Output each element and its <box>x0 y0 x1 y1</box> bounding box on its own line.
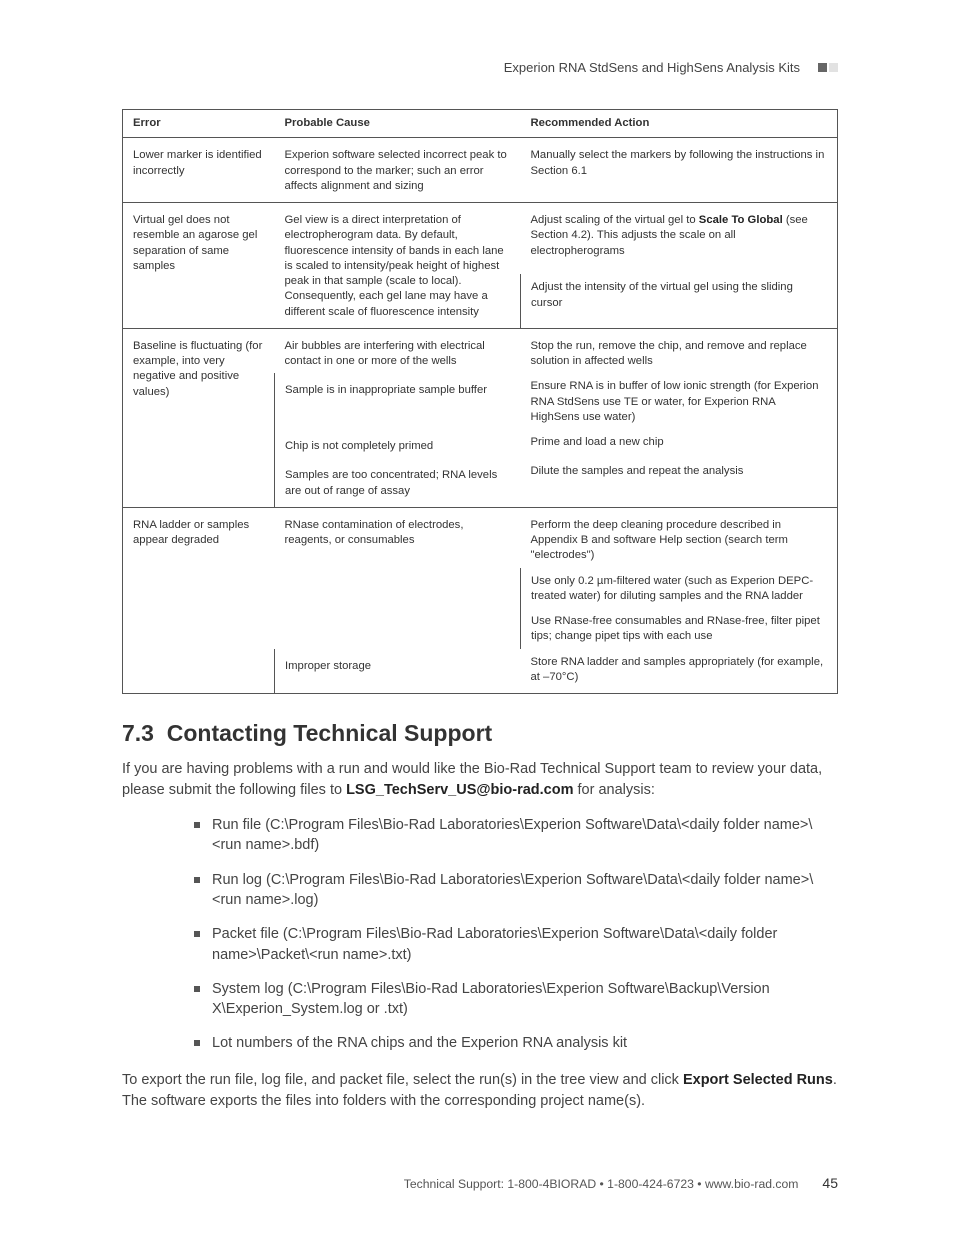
cell-cause: Samples are too concentrated; RNA levels… <box>275 458 521 507</box>
cell-cause: Sample is in inappropriate sample buffer <box>275 373 521 429</box>
page-number: 45 <box>822 1175 838 1191</box>
header-title: Experion RNA StdSens and HighSens Analys… <box>504 60 800 75</box>
footer-text: Technical Support: 1-800-4BIORAD • 1-800… <box>404 1177 799 1191</box>
cell-error: RNA ladder or samples appear degraded <box>123 507 275 693</box>
cell-cause: Chip is not completely primed <box>275 429 521 458</box>
table-row: Baseline is fluctuating (for example, in… <box>123 328 838 373</box>
th-cause: Probable Cause <box>275 110 521 138</box>
table-row: Virtual gel does not resemble an agarose… <box>123 203 838 275</box>
cell-cause: Air bubbles are interfering with electri… <box>275 328 521 373</box>
cell-action: Perform the deep cleaning procedure desc… <box>521 507 838 567</box>
cell-action: Stop the run, remove the chip, and remov… <box>521 328 838 373</box>
page-header: Experion RNA StdSens and HighSens Analys… <box>122 60 838 75</box>
cell-action: Dilute the samples and repeat the analys… <box>521 458 838 507</box>
cell-cause: Improper storage <box>275 649 521 694</box>
troubleshooting-table: Error Probable Cause Recommended Action … <box>122 109 838 694</box>
cell-error: Lower marker is identified incorrectly <box>123 138 275 203</box>
cell-action: Use RNase-free consumables and RNase-fre… <box>521 608 838 649</box>
list-item: Packet file (C:\Program Files\Bio-Rad La… <box>194 924 838 965</box>
table-row: Lower marker is identified incorrectlyEx… <box>123 138 838 203</box>
cell-cause: Experion software selected incorrect pea… <box>275 138 521 203</box>
page-footer: Technical Support: 1-800-4BIORAD • 1-800… <box>122 1175 838 1191</box>
th-action: Recommended Action <box>521 110 838 138</box>
file-list: Run file (C:\Program Files\Bio-Rad Labor… <box>194 815 838 1054</box>
cell-cause: RNase contamination of electrodes, reage… <box>275 507 521 648</box>
list-item: Run file (C:\Program Files\Bio-Rad Labor… <box>194 815 838 856</box>
section-intro: If you are having problems with a run an… <box>122 759 838 801</box>
cell-action: Manually select the markers by following… <box>521 138 838 203</box>
section-outro: To export the run file, log file, and pa… <box>122 1070 838 1112</box>
cell-action: Use only 0.2 µm-filtered water (such as … <box>521 568 838 609</box>
export-runs-label: Export Selected Runs <box>683 1072 833 1088</box>
header-squares-icon <box>818 63 838 72</box>
section-heading: 7.3 Contacting Technical Support <box>122 720 838 747</box>
table-header-row: Error Probable Cause Recommended Action <box>123 110 838 138</box>
cell-action: Adjust scaling of the virtual gel to Sca… <box>521 203 838 275</box>
table-row: RNA ladder or samples appear degradedRNa… <box>123 507 838 567</box>
section-title: Contacting Technical Support <box>167 720 492 746</box>
cell-action: Adjust the intensity of the virtual gel … <box>521 274 838 328</box>
cell-action: Store RNA ladder and samples appropriate… <box>521 649 838 694</box>
outro-pre: To export the run file, log file, and pa… <box>122 1072 683 1088</box>
intro-post: for analysis: <box>573 782 654 798</box>
cell-error: Virtual gel does not resemble an agarose… <box>123 203 275 329</box>
support-email: LSG_TechServ_US@bio-rad.com <box>346 782 573 798</box>
cell-error: Baseline is fluctuating (for example, in… <box>123 328 275 507</box>
cell-cause: Gel view is a direct interpretation of e… <box>275 203 521 329</box>
th-error: Error <box>123 110 275 138</box>
cell-action: Ensure RNA is in buffer of low ionic str… <box>521 373 838 429</box>
list-item: Run log (C:\Program Files\Bio-Rad Labora… <box>194 870 838 911</box>
cell-action: Prime and load a new chip <box>521 429 838 458</box>
section-number: 7.3 <box>122 720 154 746</box>
list-item: Lot numbers of the RNA chips and the Exp… <box>194 1033 838 1053</box>
list-item: System log (C:\Program Files\Bio-Rad Lab… <box>194 979 838 1020</box>
